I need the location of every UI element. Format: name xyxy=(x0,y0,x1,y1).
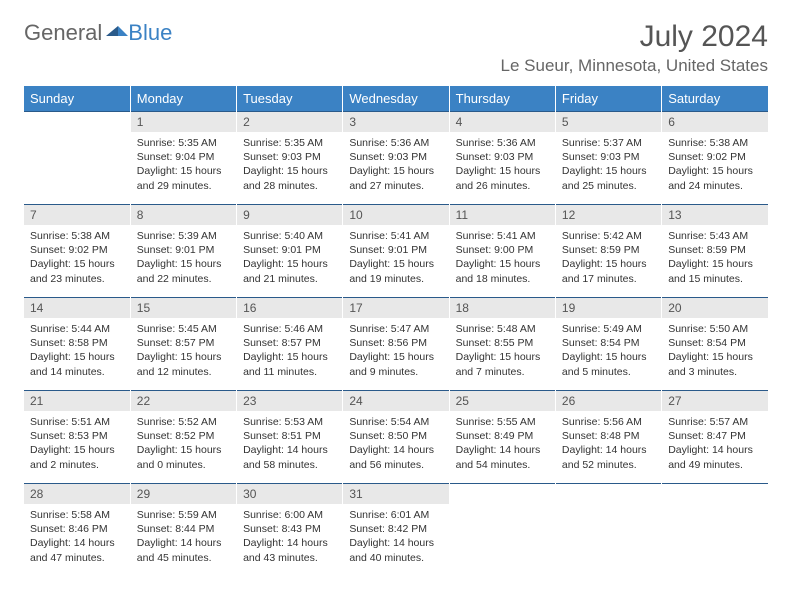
day-cell: Sunrise: 5:58 AMSunset: 8:46 PMDaylight:… xyxy=(24,504,130,576)
day-number: 16 xyxy=(237,298,343,319)
day-cell: Sunrise: 5:40 AMSunset: 9:01 PMDaylight:… xyxy=(237,225,343,298)
day-cell: Sunrise: 5:42 AMSunset: 8:59 PMDaylight:… xyxy=(555,225,661,298)
day-number: 14 xyxy=(24,298,130,319)
day-cell: Sunrise: 5:41 AMSunset: 9:00 PMDaylight:… xyxy=(449,225,555,298)
day-number: 15 xyxy=(130,298,236,319)
day-cell: Sunrise: 5:54 AMSunset: 8:50 PMDaylight:… xyxy=(343,411,449,484)
day-cell: Sunrise: 5:38 AMSunset: 9:02 PMDaylight:… xyxy=(24,225,130,298)
day-cell: Sunrise: 5:38 AMSunset: 9:02 PMDaylight:… xyxy=(662,132,768,205)
daynum-row: 123456 xyxy=(24,112,768,133)
day-number: 21 xyxy=(24,391,130,412)
weekday-header: Saturday xyxy=(662,86,768,112)
weekday-header: Tuesday xyxy=(237,86,343,112)
day-cell: Sunrise: 5:49 AMSunset: 8:54 PMDaylight:… xyxy=(555,318,661,391)
day-cell: Sunrise: 6:00 AMSunset: 8:43 PMDaylight:… xyxy=(237,504,343,576)
daynum-row: 28293031 xyxy=(24,484,768,505)
day-cell xyxy=(555,504,661,576)
day-number: 26 xyxy=(555,391,661,412)
content-row: Sunrise: 5:58 AMSunset: 8:46 PMDaylight:… xyxy=(24,504,768,576)
day-cell: Sunrise: 5:50 AMSunset: 8:54 PMDaylight:… xyxy=(662,318,768,391)
day-number xyxy=(555,484,661,505)
content-row: Sunrise: 5:51 AMSunset: 8:53 PMDaylight:… xyxy=(24,411,768,484)
day-number: 2 xyxy=(237,112,343,133)
day-cell: Sunrise: 5:59 AMSunset: 8:44 PMDaylight:… xyxy=(130,504,236,576)
day-cell: Sunrise: 5:48 AMSunset: 8:55 PMDaylight:… xyxy=(449,318,555,391)
weekday-header: Sunday xyxy=(24,86,130,112)
day-cell: Sunrise: 5:35 AMSunset: 9:04 PMDaylight:… xyxy=(130,132,236,205)
day-cell: Sunrise: 5:51 AMSunset: 8:53 PMDaylight:… xyxy=(24,411,130,484)
weekday-header: Wednesday xyxy=(343,86,449,112)
day-number: 30 xyxy=(237,484,343,505)
day-cell xyxy=(662,504,768,576)
logo-text-1: General xyxy=(24,20,102,46)
day-cell: Sunrise: 5:53 AMSunset: 8:51 PMDaylight:… xyxy=(237,411,343,484)
day-number xyxy=(449,484,555,505)
day-number: 25 xyxy=(449,391,555,412)
month-title: July 2024 xyxy=(501,20,768,54)
weekday-header-row: SundayMondayTuesdayWednesdayThursdayFrid… xyxy=(24,86,768,112)
day-cell: Sunrise: 5:35 AMSunset: 9:03 PMDaylight:… xyxy=(237,132,343,205)
logo-text-2: Blue xyxy=(128,20,172,46)
day-cell: Sunrise: 5:36 AMSunset: 9:03 PMDaylight:… xyxy=(343,132,449,205)
day-cell: Sunrise: 5:57 AMSunset: 8:47 PMDaylight:… xyxy=(662,411,768,484)
content-row: Sunrise: 5:35 AMSunset: 9:04 PMDaylight:… xyxy=(24,132,768,205)
day-number: 17 xyxy=(343,298,449,319)
day-number: 31 xyxy=(343,484,449,505)
day-cell xyxy=(449,504,555,576)
day-cell: Sunrise: 5:46 AMSunset: 8:57 PMDaylight:… xyxy=(237,318,343,391)
day-number: 4 xyxy=(449,112,555,133)
day-number: 13 xyxy=(662,205,768,226)
day-number: 1 xyxy=(130,112,236,133)
day-number: 22 xyxy=(130,391,236,412)
day-cell: Sunrise: 5:41 AMSunset: 9:01 PMDaylight:… xyxy=(343,225,449,298)
day-cell xyxy=(24,132,130,205)
logo-icon xyxy=(106,20,128,46)
day-number: 27 xyxy=(662,391,768,412)
header: General Blue July 2024 Le Sueur, Minneso… xyxy=(24,20,768,76)
day-number: 10 xyxy=(343,205,449,226)
daynum-row: 78910111213 xyxy=(24,205,768,226)
day-number xyxy=(662,484,768,505)
day-cell: Sunrise: 5:45 AMSunset: 8:57 PMDaylight:… xyxy=(130,318,236,391)
calendar-table: SundayMondayTuesdayWednesdayThursdayFrid… xyxy=(24,86,768,576)
weekday-header: Friday xyxy=(555,86,661,112)
day-number: 23 xyxy=(237,391,343,412)
day-number xyxy=(24,112,130,133)
day-cell: Sunrise: 5:47 AMSunset: 8:56 PMDaylight:… xyxy=(343,318,449,391)
day-cell: Sunrise: 6:01 AMSunset: 8:42 PMDaylight:… xyxy=(343,504,449,576)
day-number: 19 xyxy=(555,298,661,319)
day-cell: Sunrise: 5:36 AMSunset: 9:03 PMDaylight:… xyxy=(449,132,555,205)
day-number: 3 xyxy=(343,112,449,133)
day-number: 12 xyxy=(555,205,661,226)
day-cell: Sunrise: 5:39 AMSunset: 9:01 PMDaylight:… xyxy=(130,225,236,298)
day-cell: Sunrise: 5:43 AMSunset: 8:59 PMDaylight:… xyxy=(662,225,768,298)
day-number: 20 xyxy=(662,298,768,319)
day-number: 9 xyxy=(237,205,343,226)
content-row: Sunrise: 5:38 AMSunset: 9:02 PMDaylight:… xyxy=(24,225,768,298)
day-number: 18 xyxy=(449,298,555,319)
weekday-header: Monday xyxy=(130,86,236,112)
day-number: 28 xyxy=(24,484,130,505)
daynum-row: 21222324252627 xyxy=(24,391,768,412)
day-number: 8 xyxy=(130,205,236,226)
day-cell: Sunrise: 5:37 AMSunset: 9:03 PMDaylight:… xyxy=(555,132,661,205)
location: Le Sueur, Minnesota, United States xyxy=(501,56,768,76)
content-row: Sunrise: 5:44 AMSunset: 8:58 PMDaylight:… xyxy=(24,318,768,391)
day-number: 6 xyxy=(662,112,768,133)
day-cell: Sunrise: 5:44 AMSunset: 8:58 PMDaylight:… xyxy=(24,318,130,391)
day-number: 5 xyxy=(555,112,661,133)
title-block: July 2024 Le Sueur, Minnesota, United St… xyxy=(501,20,768,76)
day-cell: Sunrise: 5:56 AMSunset: 8:48 PMDaylight:… xyxy=(555,411,661,484)
daynum-row: 14151617181920 xyxy=(24,298,768,319)
logo: General Blue xyxy=(24,20,172,46)
day-number: 7 xyxy=(24,205,130,226)
day-number: 29 xyxy=(130,484,236,505)
day-number: 24 xyxy=(343,391,449,412)
day-cell: Sunrise: 5:55 AMSunset: 8:49 PMDaylight:… xyxy=(449,411,555,484)
day-number: 11 xyxy=(449,205,555,226)
weekday-header: Thursday xyxy=(449,86,555,112)
day-cell: Sunrise: 5:52 AMSunset: 8:52 PMDaylight:… xyxy=(130,411,236,484)
